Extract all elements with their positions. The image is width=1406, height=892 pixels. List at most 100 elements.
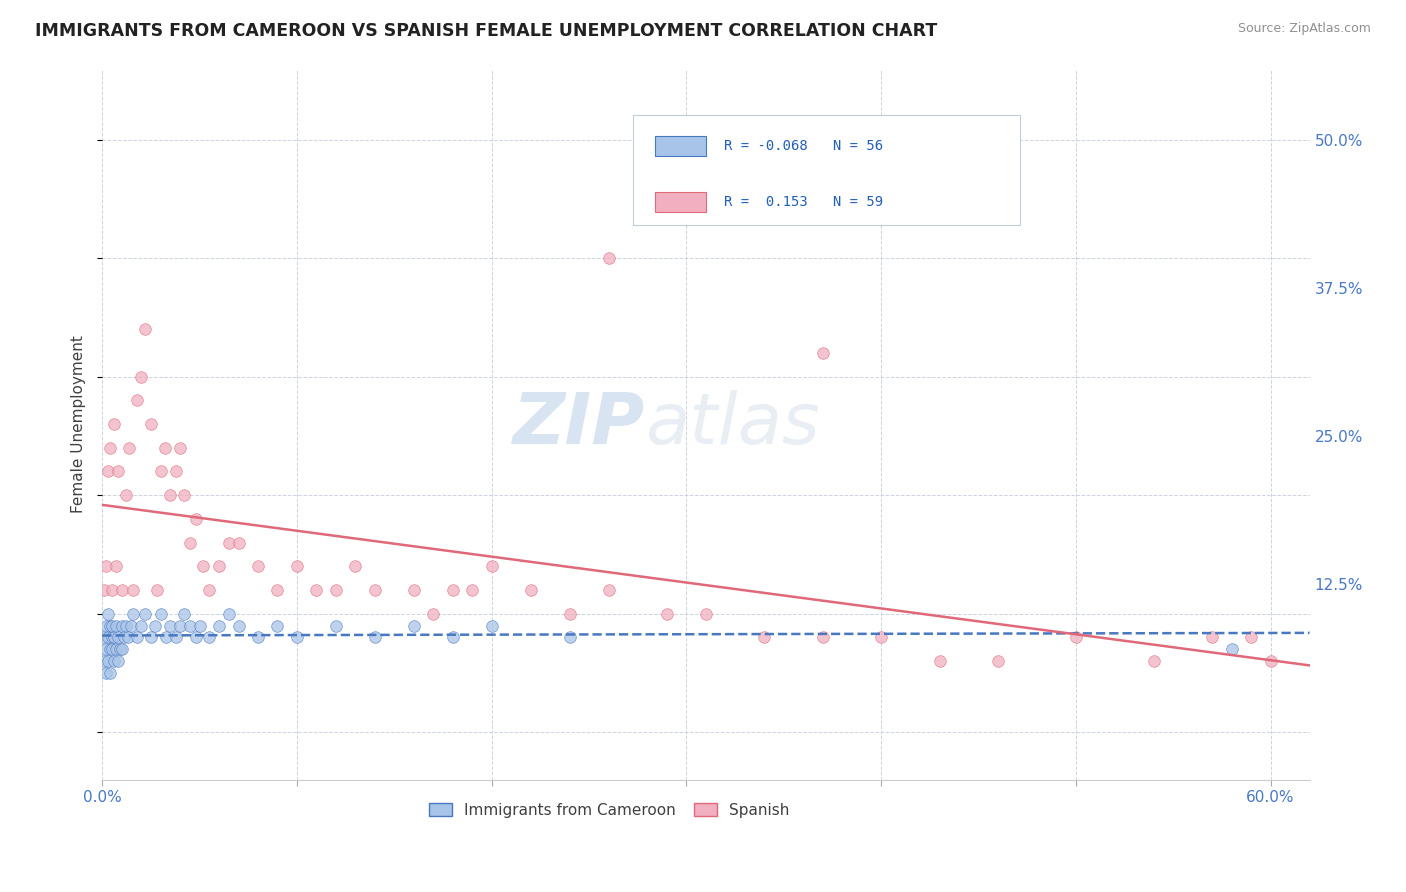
Point	[987, 654, 1010, 668]
Point	[870, 631, 893, 645]
Point	[94, 665, 117, 680]
Point	[344, 559, 367, 574]
Point	[655, 607, 678, 621]
Point	[149, 465, 172, 479]
Text: R = -0.068   N = 56: R = -0.068 N = 56	[724, 139, 883, 153]
Text: atlas: atlas	[645, 390, 820, 458]
Point	[103, 654, 125, 668]
Text: ZIP: ZIP	[513, 390, 645, 458]
Point	[97, 654, 120, 668]
Point	[208, 618, 231, 632]
Text: R =  0.153   N = 59: R = 0.153 N = 59	[724, 195, 883, 210]
Point	[165, 631, 187, 645]
Point	[97, 631, 120, 645]
Point	[1260, 654, 1282, 668]
Point	[97, 607, 120, 621]
Point	[184, 512, 207, 526]
Point	[364, 582, 387, 597]
Point	[98, 642, 121, 657]
Point	[1143, 654, 1166, 668]
Point	[228, 618, 250, 632]
Point	[111, 618, 134, 632]
Point	[118, 441, 141, 455]
Point	[139, 631, 162, 645]
Point	[122, 607, 145, 621]
Point	[94, 618, 117, 632]
Point	[93, 654, 115, 668]
Point	[98, 618, 121, 632]
Point	[101, 631, 124, 645]
Point	[598, 582, 620, 597]
Point	[165, 465, 187, 479]
Point	[134, 322, 156, 336]
Point	[208, 559, 231, 574]
Point	[179, 618, 201, 632]
Point	[143, 618, 166, 632]
Point	[402, 582, 425, 597]
Point	[93, 582, 115, 597]
Point	[117, 631, 139, 645]
Point	[173, 488, 195, 502]
Bar	[655, 193, 706, 212]
Point	[364, 631, 387, 645]
Bar	[655, 136, 706, 156]
Point	[104, 559, 127, 574]
Point	[108, 642, 131, 657]
Point	[139, 417, 162, 431]
Point	[129, 369, 152, 384]
Point	[129, 618, 152, 632]
Point	[112, 631, 135, 645]
Text: IMMIGRANTS FROM CAMEROON VS SPANISH FEMALE UNEMPLOYMENT CORRELATION CHART: IMMIGRANTS FROM CAMEROON VS SPANISH FEMA…	[35, 22, 938, 40]
Point	[98, 665, 121, 680]
Point	[1064, 631, 1087, 645]
Point	[173, 607, 195, 621]
Point	[103, 631, 125, 645]
Point	[481, 618, 503, 632]
Point	[558, 631, 581, 645]
Point	[97, 465, 120, 479]
Point	[285, 631, 308, 645]
Point	[246, 559, 269, 574]
Point	[145, 582, 167, 597]
Point	[111, 642, 134, 657]
Point	[159, 618, 181, 632]
Point	[155, 631, 177, 645]
Point	[422, 607, 444, 621]
Point	[103, 417, 125, 431]
Point	[228, 535, 250, 549]
Point	[101, 582, 124, 597]
Point	[94, 559, 117, 574]
Point	[104, 642, 127, 657]
Point	[441, 631, 464, 645]
Point	[266, 582, 288, 597]
Point	[285, 559, 308, 574]
Point	[111, 582, 134, 597]
Point	[127, 631, 149, 645]
Point	[1240, 631, 1263, 645]
Point	[94, 642, 117, 657]
Point	[93, 631, 115, 645]
Point	[120, 618, 142, 632]
Point	[101, 642, 124, 657]
Point	[461, 582, 484, 597]
Point	[481, 559, 503, 574]
Point	[198, 631, 221, 645]
Point	[402, 618, 425, 632]
Point	[811, 346, 834, 360]
Y-axis label: Female Unemployment: Female Unemployment	[72, 335, 86, 513]
Point	[104, 618, 127, 632]
Point	[695, 607, 717, 621]
Point	[114, 618, 136, 632]
Point	[193, 559, 215, 574]
Point	[122, 582, 145, 597]
Point	[1220, 642, 1243, 657]
FancyBboxPatch shape	[634, 115, 1019, 225]
Point	[127, 393, 149, 408]
Point	[169, 618, 191, 632]
Point	[179, 535, 201, 549]
Point	[101, 618, 124, 632]
Point	[184, 631, 207, 645]
Point	[134, 607, 156, 621]
Point	[114, 488, 136, 502]
Point	[811, 631, 834, 645]
